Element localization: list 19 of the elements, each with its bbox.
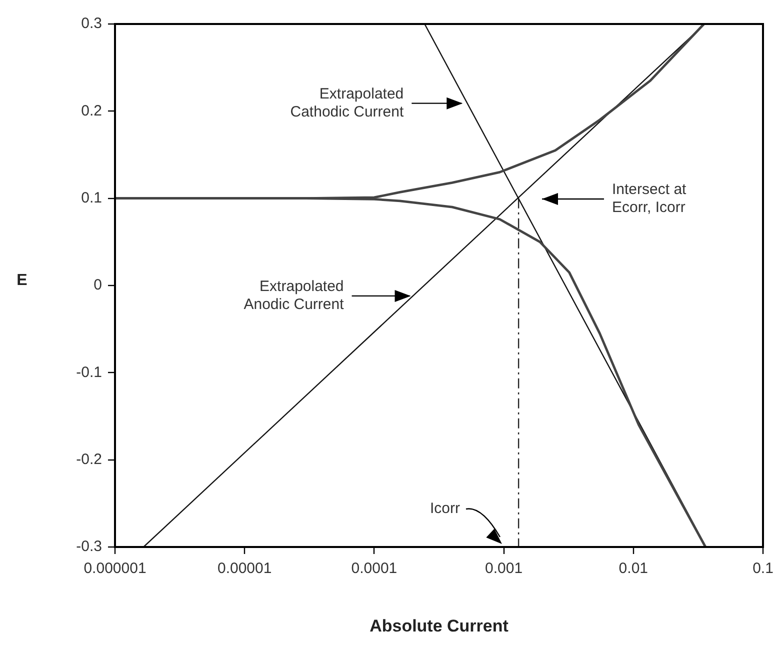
x-tick-label: 0.1 <box>752 560 774 578</box>
annotation: Intersect at Ecorr, Icorr <box>612 181 688 216</box>
x-tick-label: 0.00001 <box>217 560 272 578</box>
annotation: Icorr <box>430 500 460 518</box>
x-tick-label: 0.0001 <box>351 560 398 578</box>
y-tick-label: 0.3 <box>81 15 102 32</box>
x-axis-title: Absolute Current <box>370 616 509 636</box>
y-tick-label: -0.3 <box>76 538 102 556</box>
x-tick-label: 0.000001 <box>84 560 146 578</box>
y-tick-label: 0 <box>94 276 102 294</box>
annotation: Extrapolated Cathodic Current <box>290 85 404 120</box>
y-axis-title: E <box>16 272 28 289</box>
y-tick-label: -0.1 <box>76 364 102 381</box>
y-tick-label: 0.1 <box>81 189 102 206</box>
annotation: Extrapolated Anodic Current <box>244 278 345 314</box>
x-tick-label: 0.001 <box>485 560 523 578</box>
y-tick-label: 0.2 <box>81 102 102 120</box>
y-tick-label: -0.2 <box>76 450 102 468</box>
x-tick-label: 0.01 <box>618 560 648 578</box>
